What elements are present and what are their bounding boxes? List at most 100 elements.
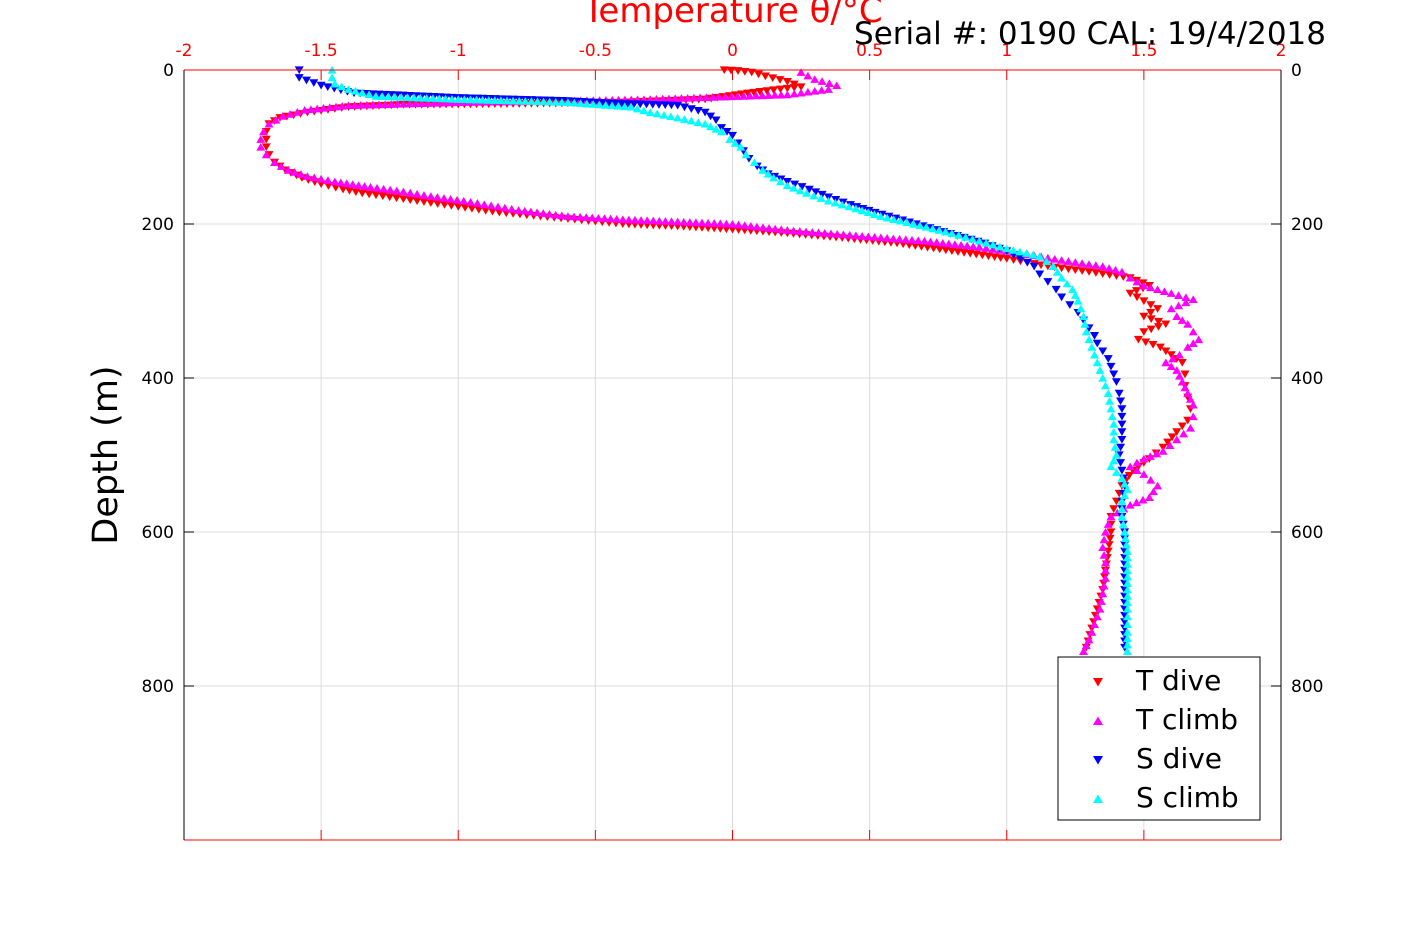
data-point xyxy=(1095,604,1105,613)
data-point xyxy=(709,219,719,227)
data-point xyxy=(642,216,652,225)
data-point xyxy=(392,194,402,203)
data-point xyxy=(429,98,439,107)
data-point xyxy=(758,166,768,174)
data-point xyxy=(1122,647,1132,655)
y-axis-label: Depth (m) xyxy=(86,365,126,544)
data-point xyxy=(1048,262,1058,270)
data-point xyxy=(409,93,419,102)
data-point xyxy=(635,100,645,109)
data-point xyxy=(714,92,724,101)
data-point xyxy=(1168,354,1178,363)
data-point xyxy=(956,240,966,249)
data-point xyxy=(820,229,830,237)
data-point xyxy=(316,81,326,90)
series-s-dive xyxy=(294,66,1130,652)
data-point xyxy=(452,195,462,204)
data-point xyxy=(364,190,374,199)
data-point xyxy=(508,96,518,105)
data-point xyxy=(1100,574,1110,582)
data-point xyxy=(1158,447,1168,455)
data-point xyxy=(884,212,894,221)
data-point xyxy=(1099,551,1109,559)
data-point xyxy=(617,99,627,108)
legend-box xyxy=(1057,656,1261,821)
data-point xyxy=(796,68,806,76)
data-point xyxy=(403,93,413,101)
data-point xyxy=(1166,304,1176,313)
data-point xyxy=(1117,405,1127,413)
data-point xyxy=(270,158,280,166)
data-point xyxy=(701,93,711,101)
data-point xyxy=(309,173,319,182)
data-point xyxy=(919,236,929,245)
legend-label: S climb xyxy=(1136,781,1239,814)
data-point xyxy=(1076,304,1086,313)
data-point xyxy=(441,98,451,107)
data-point xyxy=(261,143,271,152)
data-point xyxy=(670,94,680,103)
data-point xyxy=(1139,328,1149,336)
data-point xyxy=(648,100,658,109)
data-point xyxy=(1084,268,1094,276)
data-point xyxy=(679,217,689,226)
data-point xyxy=(446,195,456,203)
data-point xyxy=(479,200,489,208)
data-point xyxy=(1099,581,1109,590)
data-point xyxy=(412,189,422,198)
data-point xyxy=(1029,262,1039,271)
data-point xyxy=(1188,400,1198,409)
data-point xyxy=(1099,535,1109,544)
data-point xyxy=(1161,347,1171,356)
data-point xyxy=(1139,281,1149,290)
data-point xyxy=(1103,520,1113,528)
data-point xyxy=(261,135,271,144)
data-point xyxy=(844,202,854,211)
data-point xyxy=(700,119,710,128)
data-point xyxy=(294,74,304,82)
data-point xyxy=(447,94,457,103)
data-point xyxy=(1111,378,1121,386)
data-point xyxy=(472,95,482,104)
data-point xyxy=(1188,327,1198,336)
x-tick-label: 0 xyxy=(727,41,738,61)
data-point xyxy=(1015,247,1025,256)
data-point xyxy=(745,91,755,100)
data-point xyxy=(1087,343,1097,351)
data-point xyxy=(1022,258,1032,267)
data-point xyxy=(520,97,530,105)
data-point xyxy=(739,92,749,100)
y-tick-label-left: 200 xyxy=(142,215,174,235)
data-point xyxy=(1122,634,1132,643)
data-point xyxy=(950,240,960,248)
data-point xyxy=(604,99,614,108)
data-point xyxy=(1042,257,1052,265)
data-point xyxy=(741,150,751,159)
data-point xyxy=(1098,270,1108,278)
data-point xyxy=(1106,528,1116,537)
data-point xyxy=(1172,428,1182,436)
data-point xyxy=(895,216,905,225)
data-point xyxy=(1161,358,1171,367)
data-point xyxy=(357,189,367,198)
data-point xyxy=(695,93,705,102)
data-point xyxy=(1105,397,1115,405)
data-point xyxy=(1177,316,1187,324)
data-point xyxy=(1092,612,1102,621)
data-point xyxy=(582,99,592,108)
data-point xyxy=(440,201,450,209)
data-point xyxy=(1114,389,1124,398)
data-point xyxy=(1124,471,1134,480)
data-point xyxy=(782,77,792,86)
data-point xyxy=(1172,312,1182,320)
data-point xyxy=(1167,433,1177,442)
data-point xyxy=(1146,315,1156,324)
data-point xyxy=(667,217,677,226)
data-point xyxy=(648,216,658,225)
data-point xyxy=(926,237,936,246)
data-point xyxy=(459,95,469,104)
data-point xyxy=(422,94,432,102)
data-point xyxy=(876,233,886,242)
data-point xyxy=(301,76,311,85)
data-point xyxy=(1117,436,1127,444)
